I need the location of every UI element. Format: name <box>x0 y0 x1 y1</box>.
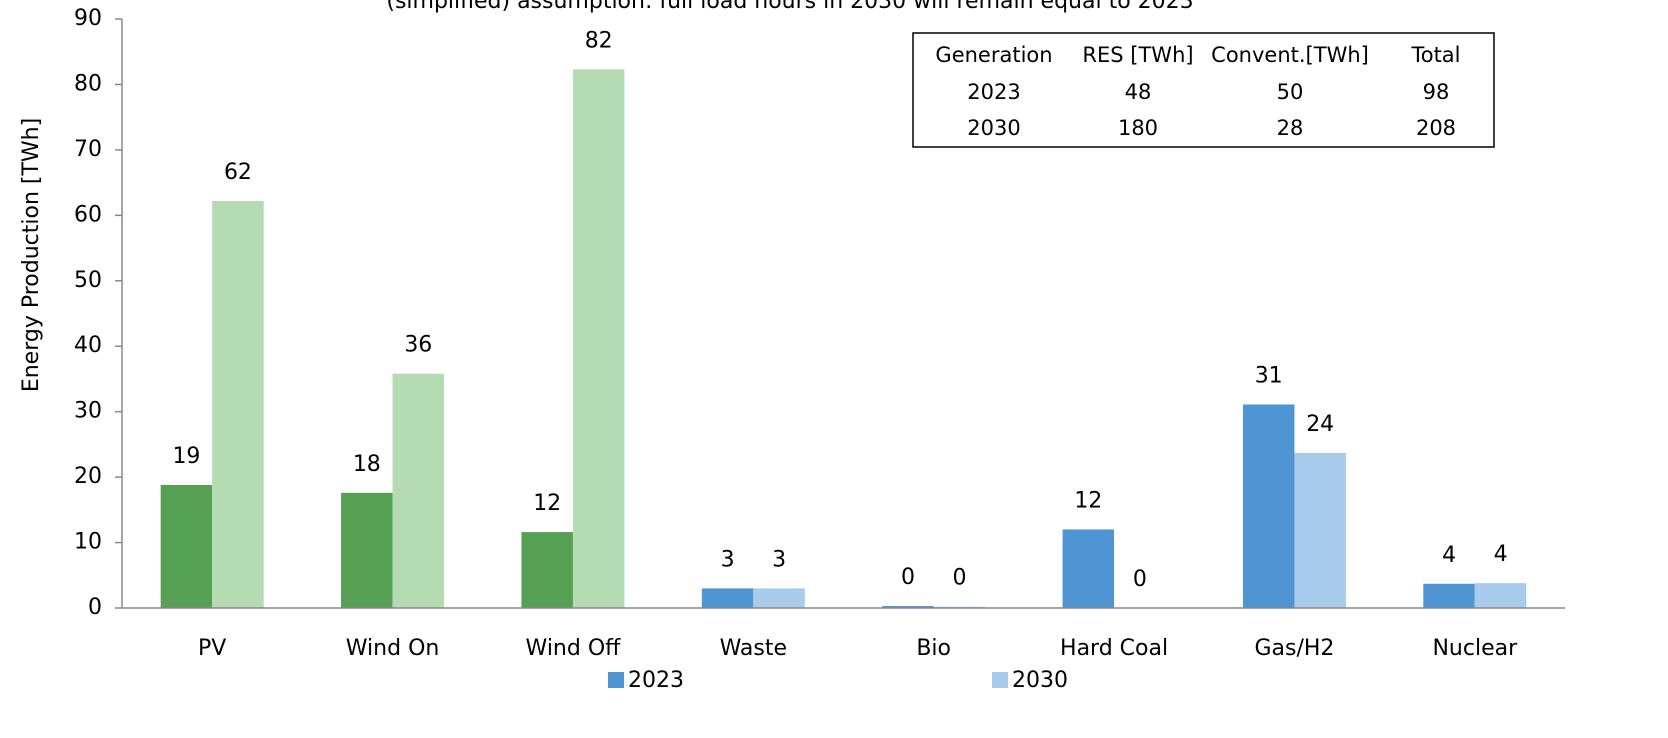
data-label: 31 <box>1255 363 1283 388</box>
legend-label: 2023 <box>628 668 684 693</box>
bar <box>1242 404 1295 608</box>
x-tick-label: Wind On <box>346 636 440 661</box>
data-label: 36 <box>404 333 432 358</box>
bar <box>1062 529 1115 608</box>
bar <box>882 606 934 608</box>
y-tick-label: 70 <box>74 137 102 162</box>
table-header: Convent.[TWh] <box>1211 43 1369 67</box>
y-axis-label: Energy Production [TWh] <box>19 118 44 392</box>
table-cell: 180 <box>1118 116 1158 140</box>
x-tick-label: PV <box>198 636 226 661</box>
data-label: 62 <box>224 160 252 185</box>
y-tick-label: 60 <box>74 202 102 227</box>
bar <box>521 532 573 608</box>
data-label: 24 <box>1306 412 1334 437</box>
table-cell: 28 <box>1277 116 1304 140</box>
table-box <box>912 32 1495 148</box>
data-label: 18 <box>353 452 381 477</box>
table-cell: 48 <box>1125 80 1152 104</box>
table-cell: 208 <box>1416 116 1456 140</box>
y-tick-label: 20 <box>74 464 102 489</box>
legend-swatch <box>608 672 624 688</box>
table-header: Total <box>1410 43 1460 67</box>
data-label: 3 <box>772 547 786 572</box>
table-header: Generation <box>935 43 1052 67</box>
bar <box>212 200 264 609</box>
bar <box>1294 452 1346 608</box>
data-label: 4 <box>1494 542 1508 567</box>
bar <box>341 492 393 608</box>
bar <box>392 373 445 608</box>
x-tick-label: Wind Off <box>526 636 622 661</box>
y-tick-label: 10 <box>74 530 102 555</box>
bar <box>572 69 625 609</box>
data-label: 82 <box>585 28 613 53</box>
y-tick-label: 40 <box>74 333 102 358</box>
data-label: 0 <box>1133 567 1147 592</box>
chart-subtitle: (simplified) assumption: full load hours… <box>386 0 1193 14</box>
x-tick-label: Bio <box>916 636 951 661</box>
bar <box>753 588 805 608</box>
table-header: RES [TWh] <box>1082 43 1193 67</box>
data-label: 4 <box>1442 543 1456 568</box>
x-tick-label: Gas/H2 <box>1254 636 1334 661</box>
data-label: 19 <box>172 444 200 469</box>
x-tick-label: Nuclear <box>1432 636 1518 661</box>
y-tick-label: 50 <box>74 268 102 293</box>
legend-swatch <box>992 672 1008 688</box>
x-tick-label: Hard Coal <box>1060 636 1168 661</box>
y-tick-label: 30 <box>74 399 102 424</box>
data-label: 0 <box>952 566 966 591</box>
table-cell: 2030 <box>967 116 1020 140</box>
data-label: 0 <box>901 565 915 590</box>
legend-label: 2030 <box>1012 668 1068 693</box>
bar <box>160 484 213 608</box>
y-tick-label: 90 <box>74 6 102 31</box>
data-label: 12 <box>533 491 561 516</box>
y-tick-label: 0 <box>88 595 102 620</box>
bar <box>701 588 754 608</box>
table-cell: 50 <box>1277 80 1304 104</box>
data-label: 3 <box>721 547 735 572</box>
data-label: 12 <box>1074 488 1102 513</box>
bar <box>1423 583 1475 608</box>
table-cell: 98 <box>1423 80 1450 104</box>
bar <box>1474 583 1527 608</box>
y-tick-label: 80 <box>74 71 102 96</box>
table-cell: 2023 <box>967 80 1020 104</box>
x-tick-label: Waste <box>720 636 787 661</box>
